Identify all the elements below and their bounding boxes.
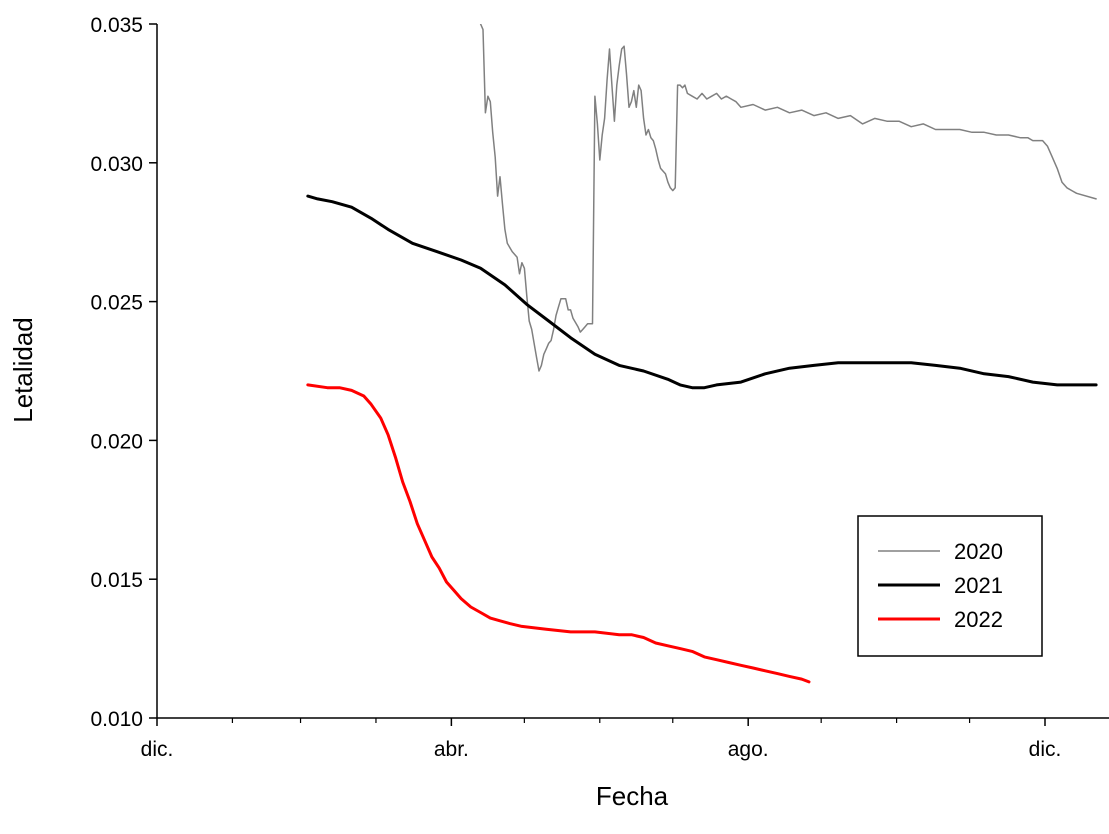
axes: 0.010 0.015 0.020 0.025 0.030 0.035 dic. abr. ag… <box>90 14 1109 761</box>
y-tick-label: 0.030 <box>90 153 143 176</box>
y-tick-label: 0.035 <box>90 14 143 37</box>
y-tick-label: 0.010 <box>90 708 143 731</box>
plot-area <box>306 24 1098 684</box>
legend-label-2022: 2022 <box>954 607 1003 632</box>
legend-label-2020: 2020 <box>954 539 1003 564</box>
x-axis-title: Fecha <box>596 781 669 811</box>
series-line-2020 <box>479 24 1097 372</box>
series-line-2021 <box>306 194 1098 390</box>
series-group <box>306 24 1098 684</box>
y-tick-label: 0.025 <box>90 292 143 315</box>
legend: 2020 2021 2022 <box>857 515 1043 657</box>
x-tick-label: dic. <box>1029 738 1062 761</box>
x-tick-label: dic. <box>141 738 174 761</box>
y-tick-label: 0.015 <box>90 569 143 592</box>
legend-label-2021: 2021 <box>954 573 1003 598</box>
x-tick-label: ago. <box>728 738 769 761</box>
y-axis-title: Letalidad <box>8 317 38 423</box>
x-tick-label: abr. <box>434 738 469 761</box>
y-tick-label: 0.020 <box>90 430 143 453</box>
series-line-2022 <box>306 383 811 684</box>
